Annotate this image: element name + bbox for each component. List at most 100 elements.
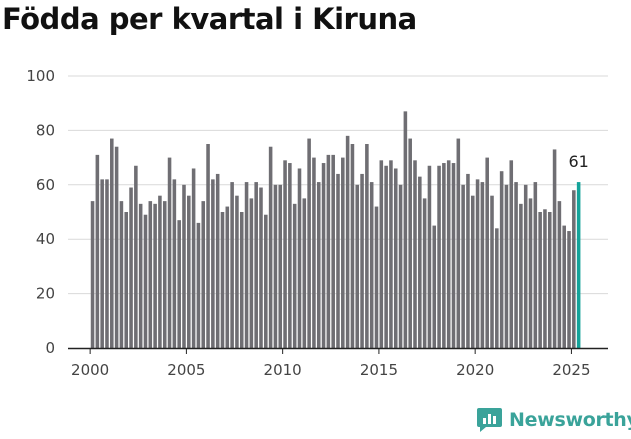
bar [336,173,340,348]
bar [490,195,494,348]
bar [225,206,230,348]
bars [90,111,581,348]
bar [278,184,283,348]
latest-value-label: 61 [568,152,588,171]
bar [172,179,177,348]
bar [196,222,201,348]
bar [379,160,384,348]
bar [292,203,297,348]
bar [538,212,542,348]
bar [259,187,263,348]
bar [442,163,446,348]
bar [514,182,518,348]
bar [114,146,119,348]
chart-title: Födda per kvartal i Kiruna [2,2,417,36]
bar [138,203,143,348]
bar [182,184,186,348]
bar [562,225,566,348]
bar [355,184,360,348]
x-tick-label: 2020 [456,361,494,379]
bar [451,163,456,348]
bar [403,111,408,348]
bar [432,225,437,348]
bar [398,184,403,348]
bar [153,203,157,348]
bar [249,198,254,348]
bar [273,184,278,348]
bar-latest [576,182,581,348]
bar [427,165,432,348]
bar [475,179,480,348]
bar [567,231,571,348]
bar [297,168,302,348]
bar [365,144,369,348]
bar [158,195,162,348]
bar [418,176,422,348]
bar [307,138,311,348]
bar [495,228,499,348]
bar [268,146,273,348]
bar [331,154,335,348]
bar [543,209,547,348]
bar [302,198,307,348]
bar [374,206,379,348]
bar [110,138,114,348]
y-tick-label: 60 [36,176,55,194]
bar [350,144,355,348]
bar [90,201,95,348]
bar [129,187,133,348]
bar [167,157,172,348]
bar [369,182,374,348]
bar [254,182,258,348]
bar [341,157,345,348]
bar [408,138,412,348]
bar [345,135,350,348]
bar [519,203,523,348]
bar [528,198,533,348]
newsworthy-logo-icon [477,408,502,432]
y-tick-label: 20 [36,285,55,303]
x-tick-label: 2015 [360,361,398,379]
bar [523,184,528,348]
bar [206,144,210,348]
bar [239,212,244,348]
bar [547,212,552,348]
axes [68,347,608,354]
x-tick-label: 2010 [264,361,302,379]
bar [143,214,148,348]
bar [456,138,461,348]
bar [321,163,326,348]
bar [485,157,489,348]
bar [389,160,393,348]
bar [177,220,181,348]
bar [191,168,196,348]
bar [201,201,206,348]
bar [422,198,427,348]
bar [533,182,538,348]
bar [504,184,509,348]
bar [264,214,268,348]
bar [557,201,562,348]
brand-name: Newsworthy [509,408,631,431]
bar [480,182,485,348]
bar [235,195,239,348]
bar [312,157,316,348]
bar [360,173,364,348]
bar [316,182,321,348]
x-tick-label: 2000 [71,361,109,379]
bar [470,195,475,348]
x-tick-label: 2005 [167,361,205,379]
bar [461,184,465,348]
y-tick-label: 100 [26,67,55,85]
bar [244,182,249,348]
brand: Newsworthy [476,406,631,433]
bar [124,212,129,348]
bar [288,163,292,348]
bar [220,212,225,348]
bar [211,179,215,348]
x-tick-label: 2025 [552,361,590,379]
bar [162,201,167,348]
y-tick-label: 80 [36,121,55,139]
bar [446,160,451,348]
